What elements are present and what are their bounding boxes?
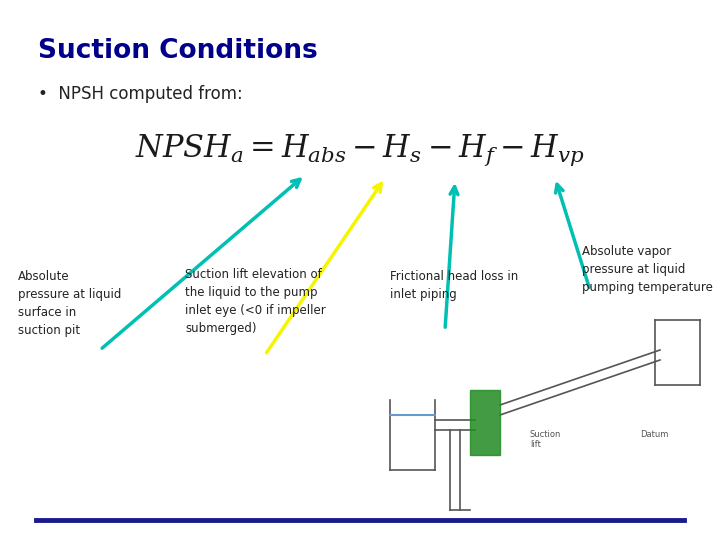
Text: Suction
lift: Suction lift xyxy=(530,430,562,449)
Text: •  NPSH computed from:: • NPSH computed from: xyxy=(38,85,243,103)
Text: Frictional head loss in
inlet piping: Frictional head loss in inlet piping xyxy=(390,270,518,301)
Text: Datum: Datum xyxy=(640,430,668,439)
Text: Absolute
pressure at liquid
surface in
suction pit: Absolute pressure at liquid surface in s… xyxy=(18,270,122,337)
Text: $NPSH_a = H_{abs} - H_s - H_f - H_{vp}$: $NPSH_a = H_{abs} - H_s - H_f - H_{vp}$ xyxy=(135,132,585,167)
Text: Suction Conditions: Suction Conditions xyxy=(38,38,318,64)
Text: Absolute vapor
pressure at liquid
pumping temperature: Absolute vapor pressure at liquid pumpin… xyxy=(582,245,713,294)
Bar xyxy=(470,390,500,455)
Text: Suction lift elevation of
the liquid to the pump
inlet eye (<0 if impeller
subme: Suction lift elevation of the liquid to … xyxy=(185,268,325,335)
